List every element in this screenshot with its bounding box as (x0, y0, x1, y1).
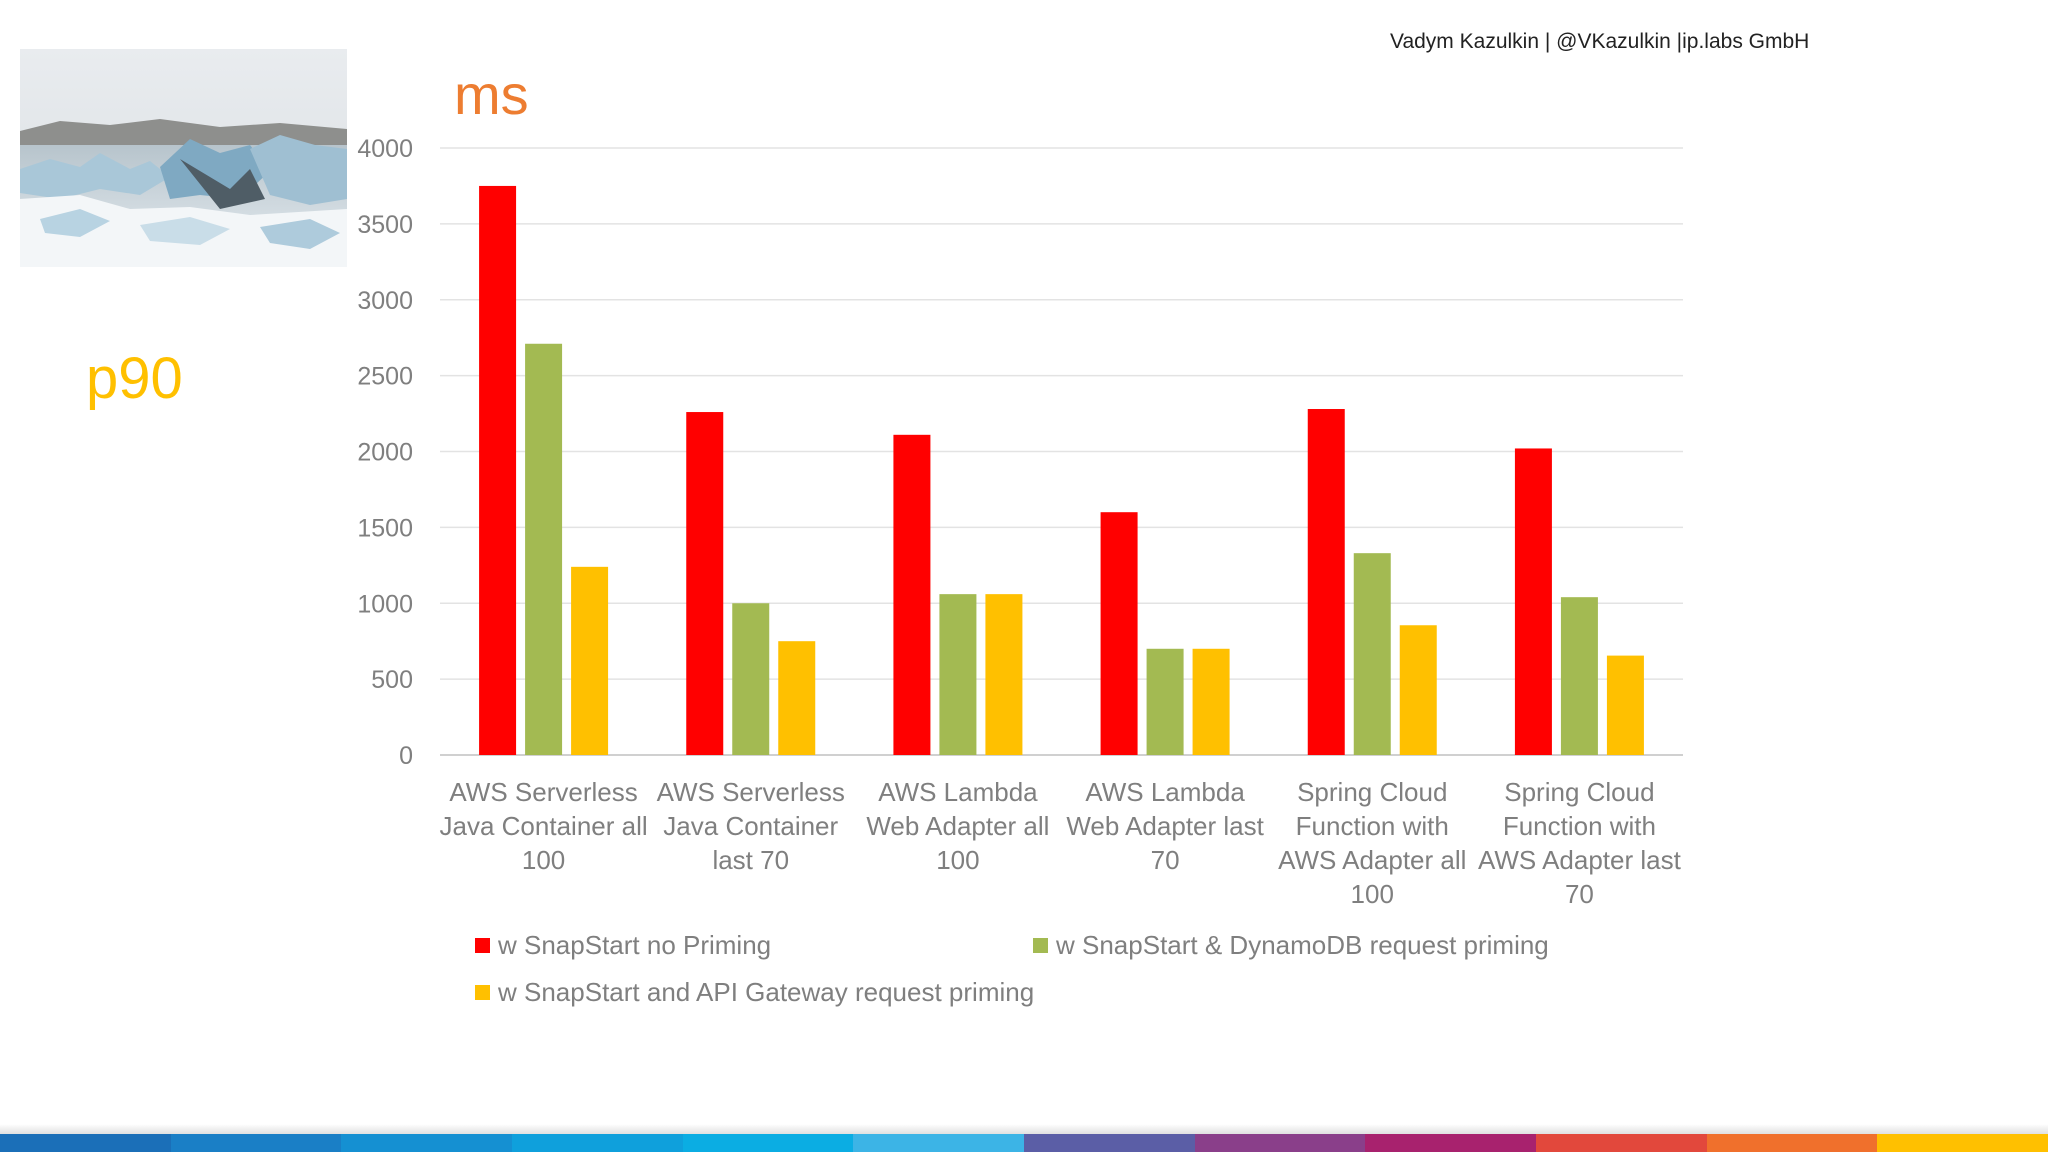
bar (1353, 553, 1391, 755)
legend-label: w SnapStart & DynamoDB request priming (1056, 930, 1549, 960)
bar (1606, 655, 1644, 755)
legend-item-no-priming: w SnapStart no Priming (475, 930, 771, 961)
y-tick-label: 2000 (357, 439, 413, 467)
footer-segment (1365, 1134, 1537, 1152)
legend-item-dynamodb-priming: w SnapStart & DynamoDB request priming (1033, 930, 1549, 961)
glacier-photo-illustration (20, 49, 347, 267)
x-category-line: AWS Lambda (1085, 777, 1245, 807)
bar (1560, 597, 1598, 755)
bar (1307, 409, 1345, 755)
x-category-line: Spring Cloud (1297, 777, 1447, 807)
footer-segment (0, 1134, 171, 1152)
footer-segment (853, 1134, 1025, 1152)
footer-shadow (0, 1124, 2048, 1134)
x-category-line: 100 (1351, 879, 1394, 909)
bar (571, 566, 609, 755)
bar (1399, 625, 1437, 755)
footer-segment (170, 1134, 342, 1152)
footer-segment (341, 1134, 513, 1152)
footer-color-bar (0, 1134, 2048, 1152)
y-tick-label: 3000 (357, 287, 413, 315)
x-category-line: Spring Cloud (1504, 777, 1654, 807)
y-tick-label: 2500 (357, 363, 413, 391)
bar (778, 641, 816, 755)
footer-segment (512, 1134, 683, 1152)
x-category-line: 100 (936, 845, 979, 875)
x-category-line: last 70 (712, 845, 789, 875)
x-category-label: AWS Lambda Web Adapter all 100 (866, 777, 1049, 875)
bar (893, 434, 931, 755)
x-category-line: Function with (1296, 811, 1449, 841)
y-tick-label: 1000 (357, 590, 413, 618)
glacier-photo (20, 49, 347, 267)
footer-segment (682, 1134, 854, 1152)
bar (1100, 512, 1138, 755)
x-category-line: Java Container (663, 811, 838, 841)
x-category-line: AWS Lambda (878, 777, 1038, 807)
legend-swatch-green (1033, 938, 1048, 953)
footer-segment (1536, 1134, 1707, 1152)
y-tick-label: 4000 (357, 135, 413, 163)
x-category-label: AWS Lambda Web Adapter last 70 (1066, 777, 1264, 875)
x-category-label: AWS Serverless Java Container last 70 (657, 777, 845, 875)
x-category-line: AWS Adapter all (1278, 845, 1466, 875)
bar (939, 594, 977, 755)
x-category-line: Web Adapter last (1066, 811, 1264, 841)
bar (479, 185, 517, 755)
x-category-line: Web Adapter all (866, 811, 1049, 841)
x-category-line: AWS Adapter last (1478, 845, 1682, 875)
legend-label: w SnapStart and API Gateway request prim… (498, 977, 1035, 1007)
footer-segment (1024, 1134, 1195, 1152)
x-category-line: AWS Serverless (657, 777, 845, 807)
x-category-label: Spring Cloud Function with AWS Adapter all… (1278, 777, 1466, 909)
y-tick-label: 500 (371, 666, 413, 694)
legend-swatch-yellow (475, 985, 490, 1000)
legend-swatch-red (475, 938, 490, 953)
y-tick-label: 3500 (357, 211, 413, 239)
unit-label: ms (454, 63, 529, 126)
bar (732, 603, 770, 755)
x-category-line: AWS Serverless (449, 777, 637, 807)
y-axis-ticks: 0 500 1000 1500 2000 2500 3000 3500 4000 (357, 135, 413, 770)
footer-segment (1706, 1134, 1878, 1152)
x-category-label: Spring Cloud Function with AWS Adapter las… (1478, 777, 1682, 909)
footer-segment (1877, 1134, 2048, 1152)
footer-segment (1194, 1134, 1366, 1152)
bar (686, 412, 724, 755)
y-tick-label: 0 (399, 742, 413, 770)
x-category-line: Function with (1503, 811, 1656, 841)
x-category-label: AWS Serverless Java Container all 100 (440, 777, 648, 875)
percentile-label: p90 (86, 346, 183, 411)
x-category-line: Java Container all (440, 811, 648, 841)
x-category-line: 70 (1565, 879, 1594, 909)
chart-bars (479, 185, 1644, 755)
chart-gridlines (440, 147, 1683, 756)
legend-label: w SnapStart no Priming (498, 930, 772, 960)
bar (1146, 648, 1184, 755)
bar (985, 594, 1023, 755)
x-category-line: 100 (522, 845, 565, 875)
y-tick-label: 1500 (357, 514, 413, 542)
author-credit: Vadym Kazulkin | @VKazulkin |ip.labs Gmb… (1390, 30, 1810, 53)
bar (1192, 648, 1230, 755)
x-category-line: 70 (1151, 845, 1180, 875)
bar (525, 343, 563, 755)
legend-item-api-gateway-priming: w SnapStart and API Gateway request prim… (475, 977, 1034, 1008)
bar (1514, 448, 1552, 755)
